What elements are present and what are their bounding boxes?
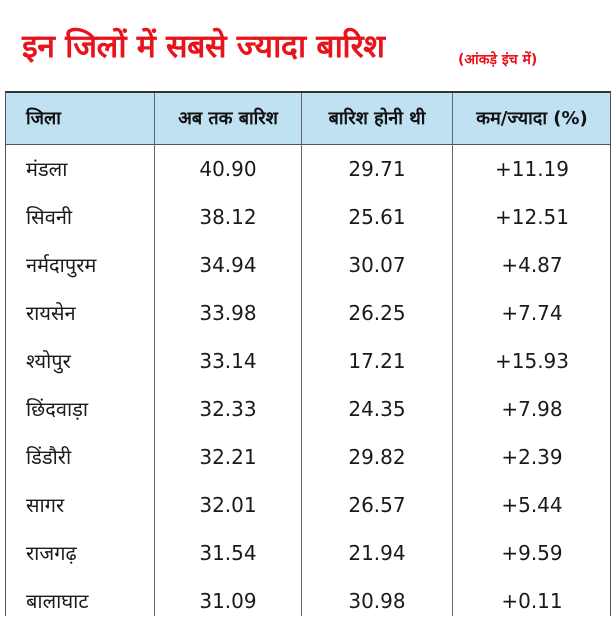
cell-rain-expected: 26.57 [348, 493, 406, 517]
cell-difference: +15.93 [494, 349, 569, 373]
table-body: मंडला 40.90 29.71 +11.19 सिवनी 38.12 25.61 +12.… [6, 145, 610, 625]
table-row: मंडला 40.90 29.71 +11.19 [6, 145, 610, 193]
cell-district: सागर [26, 493, 65, 517]
cell-rain-so-far: 33.14 [199, 349, 257, 373]
cell-difference: +4.87 [501, 253, 563, 277]
cell-rain-so-far: 31.54 [199, 541, 257, 565]
cell-rain-so-far: 32.01 [199, 493, 257, 517]
cell-difference: +9.59 [501, 541, 563, 565]
table-row: नर्मदापुरम 34.94 30.07 +4.87 [6, 241, 610, 289]
table-row: बालाघाट 31.09 30.98 +0.11 [6, 577, 610, 625]
cell-difference: +7.74 [501, 301, 563, 325]
cell-rain-expected: 29.82 [348, 445, 406, 469]
cell-rain-so-far: 31.09 [199, 589, 257, 613]
table-row: छिंदवाड़ा 32.33 24.35 +7.98 [6, 385, 610, 433]
rainfall-table: जिला अब तक बारिश बारिश होनी थी कम/ज्यादा… [5, 91, 611, 616]
cell-difference: +2.39 [501, 445, 563, 469]
cell-district: श्योपुर [26, 349, 71, 373]
cell-difference: +12.51 [494, 205, 569, 229]
cell-rain-expected: 17.21 [348, 349, 406, 373]
cell-district: सिवनी [26, 205, 73, 229]
table-row: राजगढ़ 31.54 21.94 +9.59 [6, 529, 610, 577]
cell-district: डिंडौरी [26, 445, 72, 469]
header-rain-so-far: अब तक बारिश [178, 108, 278, 129]
cell-rain-so-far: 40.90 [199, 157, 257, 181]
column-divider [154, 93, 155, 616]
cell-rain-expected: 29.71 [348, 157, 406, 181]
cell-rain-expected: 30.07 [348, 253, 406, 277]
chart-title: इन जिलों में सबसे ज्यादा बारिश [22, 27, 385, 65]
cell-district: मंडला [26, 157, 68, 181]
cell-difference: +7.98 [501, 397, 563, 421]
table-row: सिवनी 38.12 25.61 +12.51 [6, 193, 610, 241]
cell-difference: +5.44 [501, 493, 563, 517]
cell-rain-expected: 30.98 [348, 589, 406, 613]
cell-district: बालाघाट [26, 589, 89, 613]
cell-rain-so-far: 32.33 [199, 397, 257, 421]
cell-rain-so-far: 34.94 [199, 253, 257, 277]
table-row: रायसेन 33.98 26.25 +7.74 [6, 289, 610, 337]
column-divider [452, 93, 453, 616]
chart-subtitle: (आंकड़े इंच में) [458, 52, 538, 68]
cell-rain-so-far: 32.21 [199, 445, 257, 469]
cell-district: राजगढ़ [26, 541, 77, 565]
cell-rain-so-far: 33.98 [199, 301, 257, 325]
table-row: श्योपुर 33.14 17.21 +15.93 [6, 337, 610, 385]
table-row: डिंडौरी 32.21 29.82 +2.39 [6, 433, 610, 481]
table-row: सागर 32.01 26.57 +5.44 [6, 481, 610, 529]
cell-difference: +0.11 [501, 589, 563, 613]
cell-district: छिंदवाड़ा [26, 397, 88, 421]
cell-district: रायसेन [26, 301, 76, 325]
cell-rain-expected: 26.25 [348, 301, 406, 325]
header-district: जिला [26, 108, 61, 129]
header-rain-expected: बारिश होनी थी [328, 108, 426, 129]
cell-rain-expected: 21.94 [348, 541, 406, 565]
cell-rain-so-far: 38.12 [199, 205, 257, 229]
cell-rain-expected: 25.61 [348, 205, 406, 229]
cell-rain-expected: 24.35 [348, 397, 406, 421]
cell-district: नर्मदापुरम [26, 253, 97, 277]
header-difference: कम/ज्यादा (%) [476, 108, 588, 129]
column-divider [301, 93, 302, 616]
table-header: जिला अब तक बारिश बारिश होनी थी कम/ज्यादा… [6, 93, 610, 145]
cell-difference: +11.19 [494, 157, 569, 181]
